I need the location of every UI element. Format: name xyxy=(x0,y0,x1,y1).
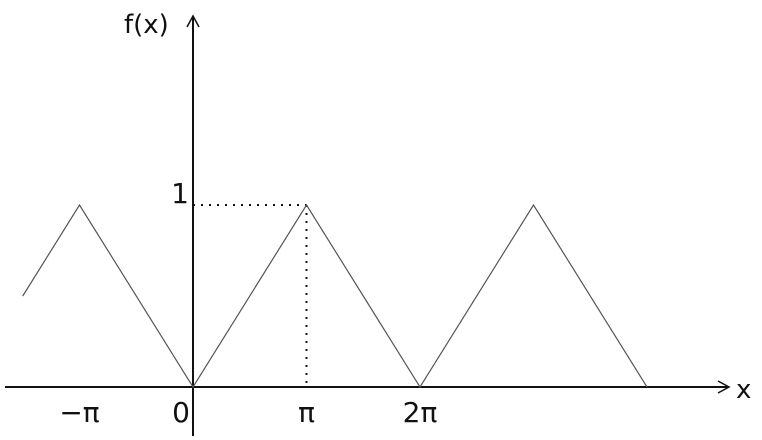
x-tick-label: 0 xyxy=(172,396,190,429)
x-tick-label: π xyxy=(298,396,315,429)
y-axis-arrow xyxy=(186,14,200,28)
x-axis-label: x xyxy=(736,375,751,405)
y-tick-label: 1 xyxy=(171,177,189,210)
y-axis-label: f(x) xyxy=(124,10,169,40)
x-tick-label: 2π xyxy=(403,396,438,429)
x-axis-arrow xyxy=(717,380,731,394)
x-tick-label: −π xyxy=(59,396,99,429)
series-line xyxy=(22,203,648,389)
